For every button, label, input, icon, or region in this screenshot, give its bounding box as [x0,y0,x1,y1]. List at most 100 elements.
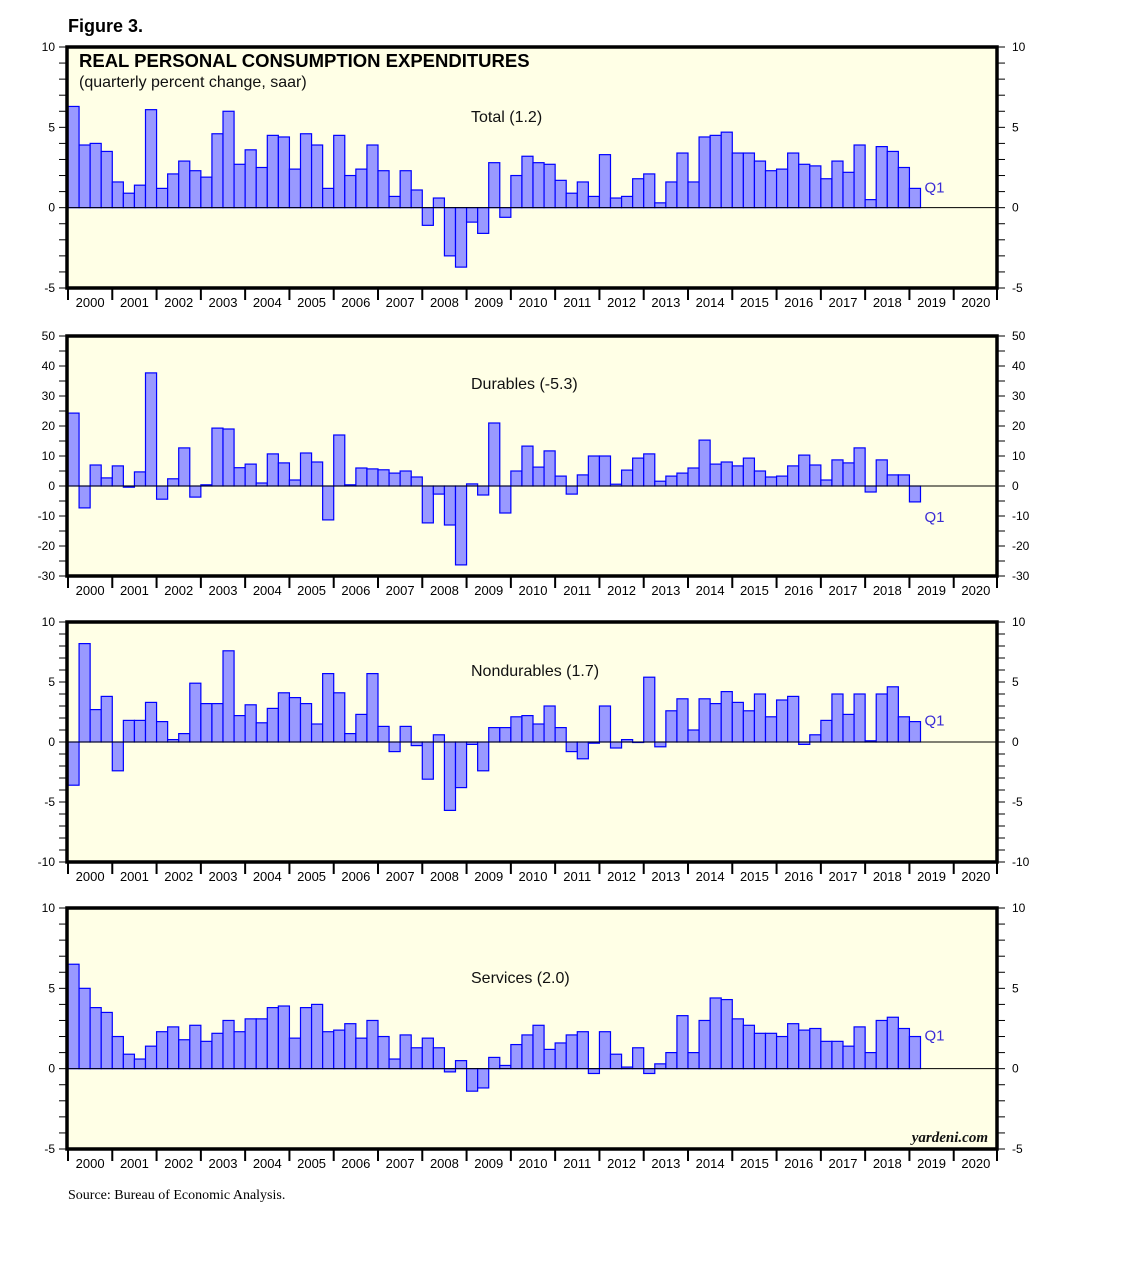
bar [687,467,700,487]
bar [853,1026,866,1070]
x-tick-label: 2014 [696,869,725,884]
watermark: yardeni.com [910,1130,988,1146]
x-tick-label: 2012 [607,1156,636,1171]
bar [576,181,589,209]
plot-frame [65,45,999,290]
bar [288,1037,302,1070]
bar [322,672,335,743]
bar [731,152,744,209]
bar [167,478,180,487]
bar [111,465,124,487]
bar [820,479,833,487]
bar [753,693,767,743]
bar [189,1024,202,1070]
bar [211,427,224,487]
bar [322,187,335,209]
bar [465,1068,479,1092]
bar [554,726,567,743]
bar [554,179,567,209]
bar [698,136,711,209]
y-tick-label-left: -5 [44,795,55,809]
y-tick-label-right: 5 [1012,675,1019,689]
bar [875,693,888,743]
bar [609,1053,623,1070]
bar [720,998,733,1070]
bar [731,701,744,743]
bar [687,181,700,209]
x-tick-label: 2010 [519,869,548,884]
bar [377,469,390,487]
bar [144,109,158,209]
series-label: Durables (-5.3) [471,376,578,393]
x-tick-label: 2020 [961,295,990,310]
bar [598,705,612,743]
bar [133,719,147,743]
series-label: Nondurables (1.7) [471,663,599,680]
chart-subtitle: (quarterly percent change, saar) [79,74,307,91]
bar [742,1024,756,1070]
bar [366,1019,379,1070]
bar [798,454,811,487]
plot-frame [65,906,999,1151]
bar [742,457,756,487]
bar [432,1047,446,1070]
bar [731,465,744,487]
bar [89,1007,102,1070]
bar [178,160,191,209]
bar [67,105,80,209]
bar [377,725,390,743]
x-tick-label: 2007 [386,583,415,598]
last-period-label: Q1 [925,509,945,526]
bar [720,131,733,209]
bar [299,452,313,487]
bar [310,144,324,209]
bar [709,702,722,743]
bar [576,474,589,487]
bar [809,165,822,209]
bar [310,461,324,487]
chart-panel-4: -5 -5 0 0 5 5 10 10 2000 2001 2002 2003 2004 2005 2006… [42,901,1026,1171]
bar [864,199,877,209]
x-tick-label: 2017 [829,583,858,598]
y-tick-label-left: 10 [42,40,56,54]
bar [299,702,313,743]
y-tick-label-right: -5 [1012,281,1023,295]
bar [897,716,911,743]
bar [200,1040,213,1070]
bar [288,479,302,487]
bar [222,1019,235,1070]
bar [853,447,866,487]
bar [809,464,822,487]
x-tick-label: 2009 [474,295,503,310]
x-tick-label: 2001 [120,583,149,598]
bar [222,110,235,209]
bar [886,1016,899,1070]
bar [178,732,191,743]
x-tick-label: 2002 [164,869,193,884]
x-tick-label: 2015 [740,1156,769,1171]
x-tick-label: 2011 [563,583,591,598]
bar [787,695,800,743]
y-tick-label-left: -20 [38,539,56,553]
y-tick-label-left: 0 [48,1062,55,1076]
bar [764,1032,778,1070]
bar [565,741,578,753]
bar [521,1034,534,1070]
bar [798,1029,811,1070]
chart-title: REAL PERSONAL CONSUMPTION EXPENDITURES [79,50,530,71]
x-tick-label: 2014 [696,295,725,310]
x-tick-label: 2009 [474,583,503,598]
bar [565,485,578,495]
x-tick-label: 2004 [253,295,282,310]
bar [698,1019,711,1070]
x-tick-label: 2019 [917,583,946,598]
bar [355,467,368,487]
bar [676,1015,689,1070]
bar [720,461,733,487]
bar [764,476,778,487]
bar [709,463,722,487]
bar [277,692,291,743]
bar [255,722,268,743]
series-label: Total (1.2) [471,109,542,126]
